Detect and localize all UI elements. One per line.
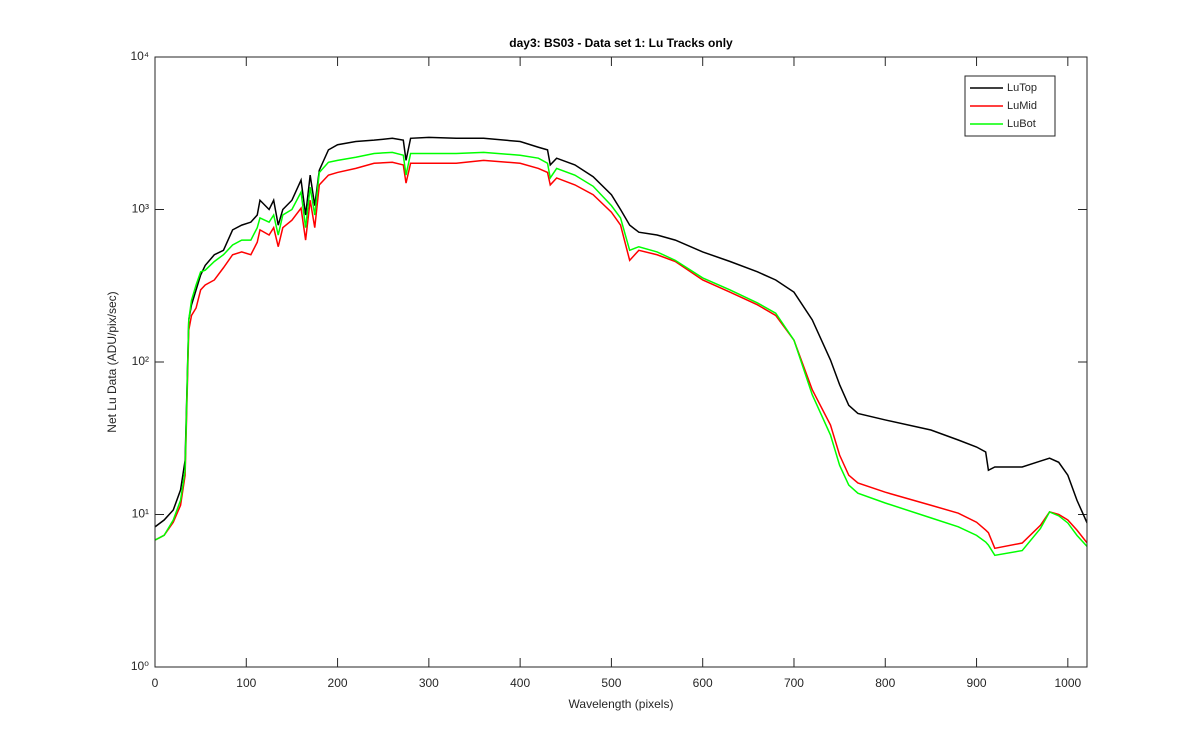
legend-label: LuBot bbox=[1007, 118, 1036, 130]
y-tick-label: 10⁴ bbox=[130, 49, 149, 63]
x-tick-label: 600 bbox=[693, 676, 713, 690]
series-line bbox=[155, 159, 1087, 550]
chart-title: day3: BS03 - Data set 1: Lu Tracks only bbox=[509, 36, 733, 50]
x-tick-label: 700 bbox=[784, 676, 804, 690]
y-axis-label: Net Lu Data (ADU/pix/sec) bbox=[105, 291, 119, 432]
x-tick-label: 0 bbox=[152, 676, 159, 690]
x-tick-label: 1000 bbox=[1054, 676, 1081, 690]
y-tick-label: 10³ bbox=[132, 202, 149, 216]
x-tick-label: 200 bbox=[328, 676, 348, 690]
x-tick-label: 900 bbox=[967, 676, 987, 690]
plot-area bbox=[155, 57, 1087, 667]
legend-label: LuTop bbox=[1007, 82, 1037, 94]
x-tick-label: 500 bbox=[601, 676, 621, 690]
y-tick-label: 10¹ bbox=[132, 507, 149, 521]
x-axis-label: Wavelength (pixels) bbox=[569, 697, 674, 711]
x-tick-label: 100 bbox=[236, 676, 256, 690]
x-tick-label: 800 bbox=[875, 676, 895, 690]
y-tick-label: 10⁰ bbox=[131, 659, 149, 673]
series-line bbox=[155, 151, 1087, 557]
series-line bbox=[155, 136, 1087, 528]
x-tick-label: 300 bbox=[419, 676, 439, 690]
y-tick-label: 10² bbox=[132, 354, 149, 368]
legend-label: LuMid bbox=[1007, 100, 1037, 112]
x-tick-label: 400 bbox=[510, 676, 530, 690]
axes-frame bbox=[154, 56, 1088, 668]
